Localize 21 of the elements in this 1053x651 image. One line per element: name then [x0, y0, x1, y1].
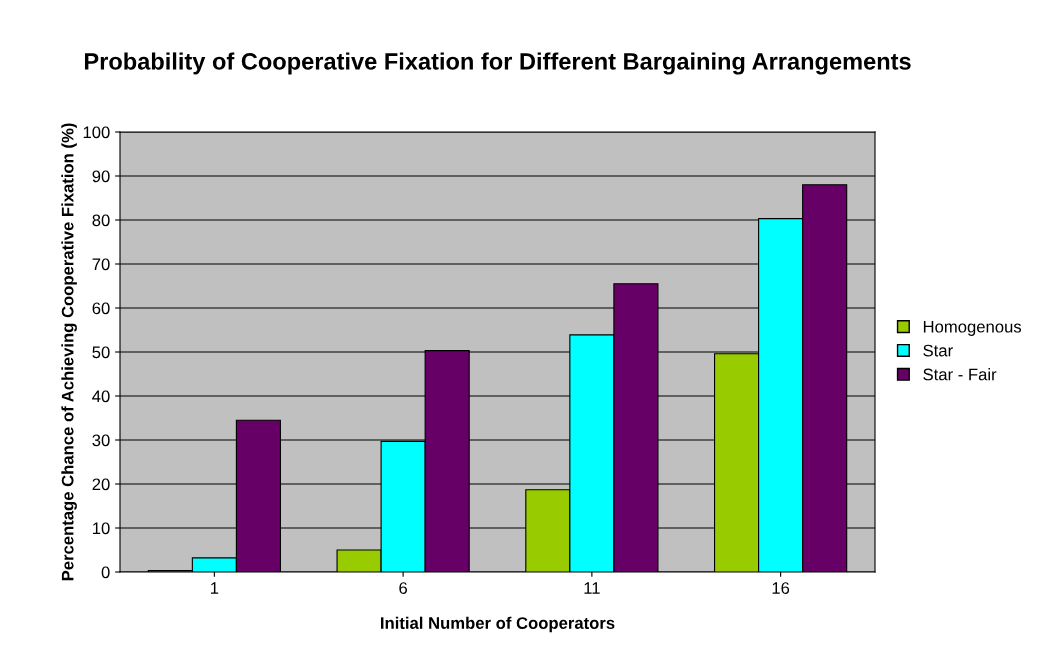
y-tick-label: 60: [92, 302, 110, 315]
y-tick-label: 0: [101, 566, 110, 579]
x-tick-label: 16: [772, 582, 790, 594]
y-tick-label: 30: [92, 434, 110, 447]
legend-label: Homogenous: [923, 320, 1022, 336]
x-axis-title: Initial Number of Cooperators: [381, 616, 615, 633]
x-tick-label: 11: [584, 582, 600, 594]
y-tick-label: 20: [92, 478, 110, 491]
y-tick-label: 80: [92, 214, 110, 227]
y-tick-label: 90: [92, 170, 110, 183]
chart-title: Probability of Cooperative Fixation for Different Bargaining Arrangements: [84, 52, 911, 75]
y-tick-label: 100: [83, 126, 110, 139]
legend-label: Star - Fair: [923, 368, 997, 381]
x-tick-label: 6: [399, 582, 408, 594]
y-tick-label: 50: [92, 346, 110, 359]
x-tick-label: 1: [211, 582, 219, 594]
y-tick-label: 10: [93, 522, 110, 535]
y-axis-title: Percentage Chance of Achieving Cooperative Fixation (%): [61, 123, 77, 581]
y-tick-label: 70: [92, 258, 110, 271]
y-tick-label: 40: [92, 390, 110, 403]
legend-label: Star: [923, 344, 953, 357]
